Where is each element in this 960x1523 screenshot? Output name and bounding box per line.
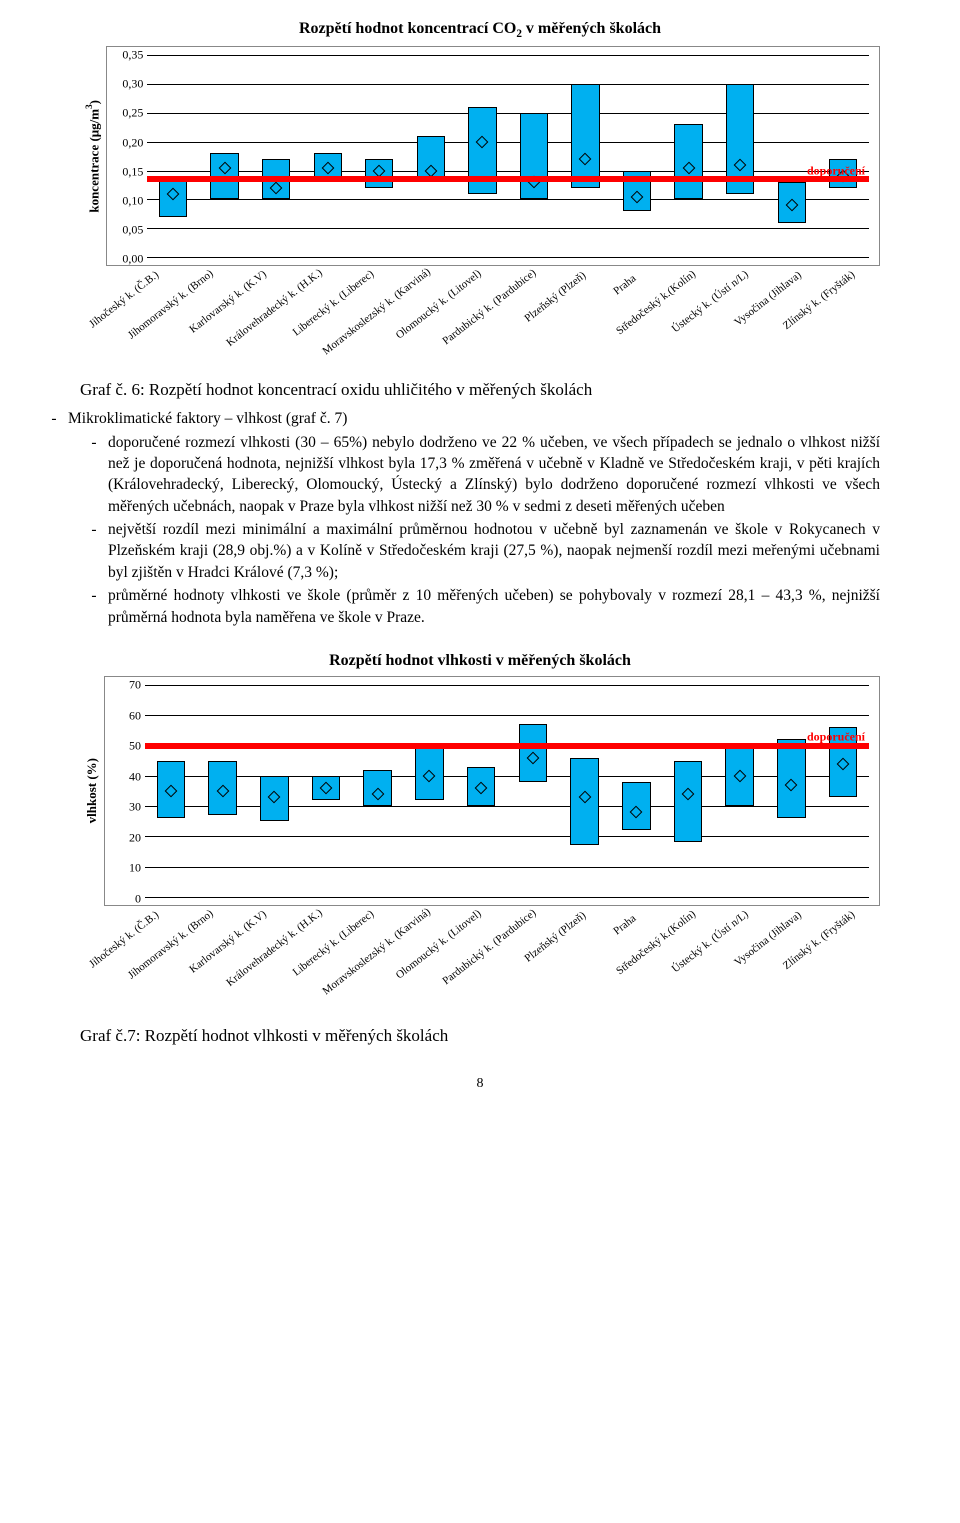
y-tick-label: 0,15: [107, 164, 143, 179]
recommendation-line: [147, 176, 869, 182]
chart2: doporučení 0 10 20 30 40 50 60 70: [104, 676, 880, 906]
x-tick-label: Zlínský k. (Fryšták): [817, 270, 871, 370]
bullet-line: -doporučené rozmezí vlhkosti (30 – 65%) …: [80, 432, 880, 518]
y-tick-label: 0,25: [107, 106, 143, 121]
chart2-ylabel: vlhkost (%): [80, 758, 104, 823]
bullet-line: -průměrné hodnoty vlhkosti ve škole (prů…: [80, 585, 880, 628]
y-tick-label: 0,35: [107, 48, 143, 63]
y-tick-label: 20: [105, 830, 141, 845]
recommendation-line: [145, 743, 869, 749]
range-bar: [674, 761, 702, 843]
y-tick-label: 40: [105, 769, 141, 784]
chart2-wrap: vlhkost (%) doporučení 0 10 20 30 40 50 60 70: [80, 676, 880, 906]
y-tick-label: 30: [105, 800, 141, 815]
chart1-caption: Graf č. 6: Rozpětí hodnot koncentrací ox…: [80, 380, 880, 400]
x-tick-label: Plzeňský (Plzeň): [549, 910, 603, 1010]
chart1-wrap: koncentrace (μg/m3) doporučení 0,00 0,05 0,…: [80, 46, 880, 266]
bullet-list: -Mikroklimatické faktory – vlhkost (graf…: [80, 408, 880, 628]
y-tick-label: 0,20: [107, 135, 143, 150]
chart1-title: Rozpětí hodnot koncentrací CO2 v měřenýc…: [80, 20, 880, 40]
range-bar: [571, 84, 599, 188]
x-tick-label: Pardubický k. (Pardubice): [495, 910, 549, 1010]
recommendation-label: doporučení: [807, 730, 865, 745]
bullet-line: -největší rozdíl mezi minimální a maximá…: [80, 519, 880, 583]
x-tick-label: Plzeňský (Plzeň): [549, 270, 603, 370]
y-tick-label: 50: [105, 739, 141, 754]
y-tick-label: 0: [105, 891, 141, 906]
y-tick-label: 70: [105, 677, 141, 692]
y-tick-label: 60: [105, 708, 141, 723]
bullet-line: -Mikroklimatické faktory – vlhkost (graf…: [40, 408, 880, 429]
y-tick-label: 0,30: [107, 77, 143, 92]
x-tick-label: Pardubický k. (Pardubice): [495, 270, 549, 370]
y-tick-label: 0,05: [107, 223, 143, 238]
chart2-caption: Graf č.7: Rozpětí hodnot vlhkosti v měře…: [80, 1026, 880, 1046]
x-tick-label: Zlínský k. (Fryšták): [817, 910, 871, 1010]
y-tick-label: 0,10: [107, 193, 143, 208]
chart2-title: Rozpětí hodnot vlhkosti v měřených školá…: [80, 652, 880, 670]
page-number: 8: [80, 1076, 880, 1092]
y-tick-label: 10: [105, 861, 141, 876]
chart1-xlabels: Jihočeský k. (Č.B.)Jihomoravský k. (Brno…: [120, 270, 870, 370]
chart1-ylabel: koncentrace (μg/m3): [80, 100, 106, 213]
recommendation-label: doporučení: [807, 164, 865, 179]
y-tick-label: 0,00: [107, 252, 143, 267]
chart1: doporučení 0,00 0,05 0,10 0,15 0,20 0,25 0,30 0,…: [106, 46, 880, 266]
chart2-xlabels: Jihočeský k. (Č.B.)Jihomoravský k. (Brno…: [120, 910, 870, 1010]
